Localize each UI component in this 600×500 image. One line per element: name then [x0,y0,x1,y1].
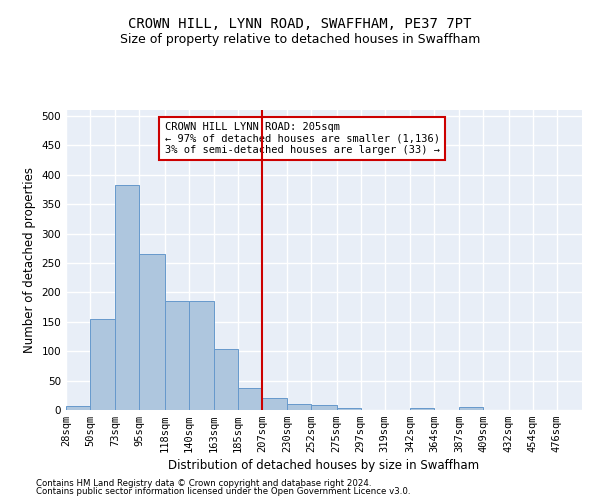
Bar [311,406,337,410]
Bar [66,406,90,410]
Bar [214,350,238,410]
Y-axis label: Number of detached properties: Number of detached properties [23,167,36,353]
Bar [262,398,287,410]
X-axis label: Distribution of detached houses by size in Swaffham: Distribution of detached houses by size … [169,460,479,472]
Bar [115,186,139,410]
Text: Contains HM Land Registry data © Crown copyright and database right 2024.: Contains HM Land Registry data © Crown c… [36,478,371,488]
Bar [164,301,189,410]
Text: CROWN HILL LYNN ROAD: 205sqm
← 97% of detached houses are smaller (1,136)
3% of : CROWN HILL LYNN ROAD: 205sqm ← 97% of de… [164,122,440,155]
Bar [139,254,164,410]
Bar [90,319,115,410]
Bar [410,408,434,410]
Bar [287,404,311,410]
Text: Size of property relative to detached houses in Swaffham: Size of property relative to detached ho… [120,32,480,46]
Text: Contains public sector information licensed under the Open Government Licence v3: Contains public sector information licen… [36,487,410,496]
Bar [459,407,484,410]
Bar [337,408,361,410]
Text: CROWN HILL, LYNN ROAD, SWAFFHAM, PE37 7PT: CROWN HILL, LYNN ROAD, SWAFFHAM, PE37 7P… [128,18,472,32]
Bar [238,388,262,410]
Bar [189,301,214,410]
